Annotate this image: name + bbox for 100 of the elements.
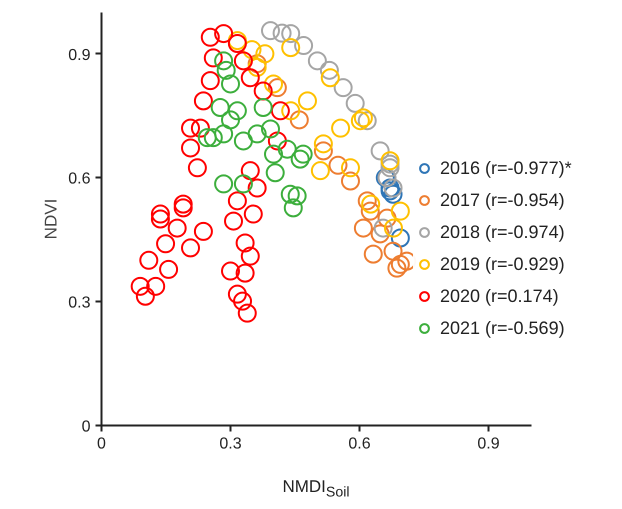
point [360,202,380,221]
point [374,218,393,238]
point [194,222,213,241]
x-tick-label: 0 [97,436,106,452]
point [159,260,178,279]
point [290,110,309,130]
point [314,134,333,154]
point [240,246,260,266]
point [190,118,210,138]
point [390,228,410,248]
point [380,154,400,174]
legend-label: 2017 (r=-0.954) [440,190,565,210]
point [214,124,234,144]
point [236,233,255,252]
point [350,111,370,130]
point [248,58,267,77]
point [281,24,300,44]
point [136,286,155,306]
point [260,21,280,40]
point [188,158,207,178]
point [384,242,403,261]
point [234,131,253,150]
point [214,24,234,44]
x-tick-label: 0.6 [348,436,371,452]
point [346,94,365,113]
point [204,128,223,148]
point [221,74,240,94]
point [214,51,234,70]
point [281,38,300,58]
point [255,44,274,64]
point [228,191,247,210]
point [268,78,287,98]
point [240,161,260,180]
point [204,48,223,68]
point [290,150,310,169]
point [200,28,220,47]
point [328,156,348,175]
point [214,174,234,194]
point [314,141,333,160]
point [370,141,390,160]
point [281,101,300,120]
point [358,111,377,130]
y-tick-label: 0 [82,418,91,436]
point [266,163,285,182]
point [238,304,257,323]
point [361,194,380,214]
point [254,81,273,100]
point [384,184,403,204]
point [354,108,373,128]
point [320,68,340,88]
point [387,258,406,278]
point [331,118,350,138]
point [380,158,400,178]
point [378,208,397,228]
point [233,292,252,311]
point [358,191,377,210]
y-tick-label: 0.9 [68,46,91,64]
point [194,91,213,110]
point [370,224,390,244]
point [181,118,200,138]
point [320,60,339,80]
point [228,284,247,304]
point [354,218,373,238]
point [298,91,317,110]
point [364,244,383,264]
point [248,124,267,144]
point [228,101,247,120]
point [254,98,273,117]
point [248,178,267,198]
point [240,68,260,88]
legend-label: 2018 (r=-0.974) [440,222,565,242]
point [334,78,353,98]
point [234,51,253,70]
point [181,238,200,258]
point [294,36,314,56]
point [200,71,220,90]
point [390,202,410,221]
point [210,98,230,117]
point [340,158,360,178]
point [242,40,262,60]
point [150,210,170,228]
point [236,264,255,283]
point [264,74,283,94]
point [181,138,200,158]
legend-label: 2020 (r=0.174) [440,286,559,306]
point [198,128,217,148]
point [384,218,403,238]
point [270,101,290,120]
point [264,144,283,164]
point [272,24,292,43]
point [248,54,267,74]
point [146,276,166,296]
point [130,276,150,296]
x-tick-label: 0.3 [219,436,242,452]
point [310,161,330,180]
point [284,198,303,218]
x-axis-title: NMDI$_{Soil}$ [281,476,351,502]
point [168,218,187,238]
point [234,174,253,194]
point [244,204,263,224]
